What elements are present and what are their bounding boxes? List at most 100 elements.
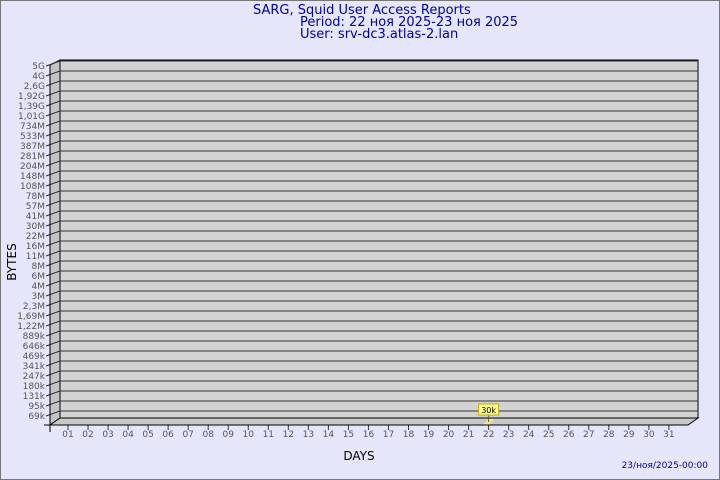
x-tick-label: 24 — [523, 430, 535, 440]
x-tick-label: 22 — [483, 430, 494, 440]
x-tick-label: 16 — [363, 430, 375, 440]
y-tick — [45, 180, 61, 187]
y-tick — [45, 230, 61, 237]
x-tick-label: 27 — [583, 430, 594, 440]
y-tick — [45, 360, 61, 367]
y-tick-label: 5G — [32, 62, 45, 72]
floor — [48, 417, 700, 426]
y-tick-label: 8M — [32, 262, 46, 272]
x-tick-label: 12 — [283, 430, 294, 440]
y-tick — [45, 120, 61, 127]
y-tick-label: 2,3M — [23, 302, 45, 312]
y-tick-label: 533M — [20, 132, 45, 142]
y-tick-label: 95k — [28, 402, 45, 412]
x-tick-label: 19 — [423, 430, 435, 440]
y-tick-label: 387M — [20, 142, 45, 152]
y-tick-label: 41M — [26, 212, 45, 222]
y-tick-label: 3M — [32, 292, 46, 302]
chart-title: SARG, Squid User Access Reports — [253, 3, 471, 18]
x-tick-label: 31 — [663, 430, 674, 440]
y-tick — [45, 140, 61, 147]
y-tick-label: 469k — [23, 352, 46, 362]
y-tick — [45, 210, 61, 217]
x-tick-label: 04 — [122, 430, 134, 440]
y-tick — [45, 80, 61, 87]
y-tick — [45, 370, 61, 377]
x-tick-label: 26 — [563, 430, 575, 440]
x-tick-label: 13 — [303, 430, 314, 440]
y-tick — [45, 130, 61, 137]
x-tick-label: 01 — [62, 430, 73, 440]
y-tick-label: 180k — [23, 382, 46, 392]
y-tick — [45, 380, 61, 387]
y-tick-label: 734M — [20, 122, 45, 132]
x-tick-label: 20 — [443, 430, 455, 440]
y-tick — [45, 60, 61, 67]
x-tick-label: 14 — [323, 430, 335, 440]
y-tick — [45, 320, 61, 327]
y-tick — [45, 390, 61, 397]
y-tick — [45, 240, 61, 247]
y-tick-label: 889k — [23, 332, 46, 342]
y-tick-label: 57M — [26, 202, 45, 212]
y-tick-label: 22M — [26, 232, 45, 242]
bar-label: 30k — [481, 406, 496, 415]
y-tick — [45, 330, 61, 337]
x-tick-label: 11 — [263, 430, 274, 440]
y-tick-label: 148M — [20, 172, 45, 182]
y-tick — [45, 250, 61, 257]
y-tick-label: 247k — [23, 372, 46, 382]
y-tick — [45, 350, 61, 357]
y-tick-label: 16M — [26, 242, 45, 252]
y-tick-label: 1,01G — [18, 112, 45, 122]
x-tick-label: 05 — [142, 430, 153, 440]
y-tick — [45, 310, 61, 317]
y-tick-label: 1,69M — [17, 312, 45, 322]
y-tick — [45, 400, 61, 407]
x-tick-label: 18 — [403, 430, 415, 440]
y-tick — [45, 150, 61, 157]
y-tick — [45, 160, 61, 167]
y-tick-label: 4G — [32, 72, 45, 82]
y-tick-label: 1,22M — [17, 322, 45, 332]
x-tick-label: 02 — [82, 430, 93, 440]
y-tick — [45, 300, 61, 307]
bar-label-box — [478, 403, 500, 416]
y-tick-label: 204M — [20, 162, 45, 172]
x-tick-label: 08 — [202, 430, 214, 440]
y-axis-label: BYTES — [5, 243, 19, 280]
x-tick-label: 25 — [543, 430, 554, 440]
chart-period: Period: 22 ноя 2025-23 ноя 2025 — [300, 15, 519, 30]
y-tick — [45, 190, 61, 197]
y-tick — [45, 100, 61, 107]
x-tick-label: 28 — [603, 430, 615, 440]
y-tick — [45, 270, 61, 277]
chart-user: User: srv-dc3.atlas-2.lan — [300, 27, 459, 42]
y-tick-label: 4M — [32, 282, 46, 292]
x-tick-label: 07 — [182, 430, 193, 440]
x-tick-label: 09 — [223, 430, 235, 440]
y-tick-label: 69k — [28, 412, 45, 422]
y-tick — [45, 70, 61, 77]
y-tick — [45, 170, 61, 177]
y-tick-label: 341k — [23, 362, 46, 372]
y-tick-label: 78M — [26, 192, 45, 202]
x-tick-label: 15 — [343, 430, 354, 440]
y-tick-label: 646k — [23, 342, 46, 352]
y-tick — [45, 410, 61, 417]
x-tick-label: 06 — [162, 430, 174, 440]
x-axis-label: DAYS — [343, 449, 374, 463]
y-tick — [45, 220, 61, 227]
y-tick — [45, 290, 61, 297]
x-tick-label: 21 — [463, 430, 474, 440]
y-tick-label: 131k — [23, 392, 46, 402]
y-tick-label: 30M — [26, 222, 45, 232]
y-tick-label: 108M — [20, 182, 45, 192]
y-tick — [45, 200, 61, 207]
y-tick-label: 11M — [26, 252, 45, 262]
y-tick — [45, 280, 61, 287]
y-tick-label: 2,6G — [24, 82, 45, 92]
x-tick-label: 29 — [623, 430, 635, 440]
x-tick-label: 10 — [243, 430, 255, 440]
y-tick — [45, 110, 61, 117]
